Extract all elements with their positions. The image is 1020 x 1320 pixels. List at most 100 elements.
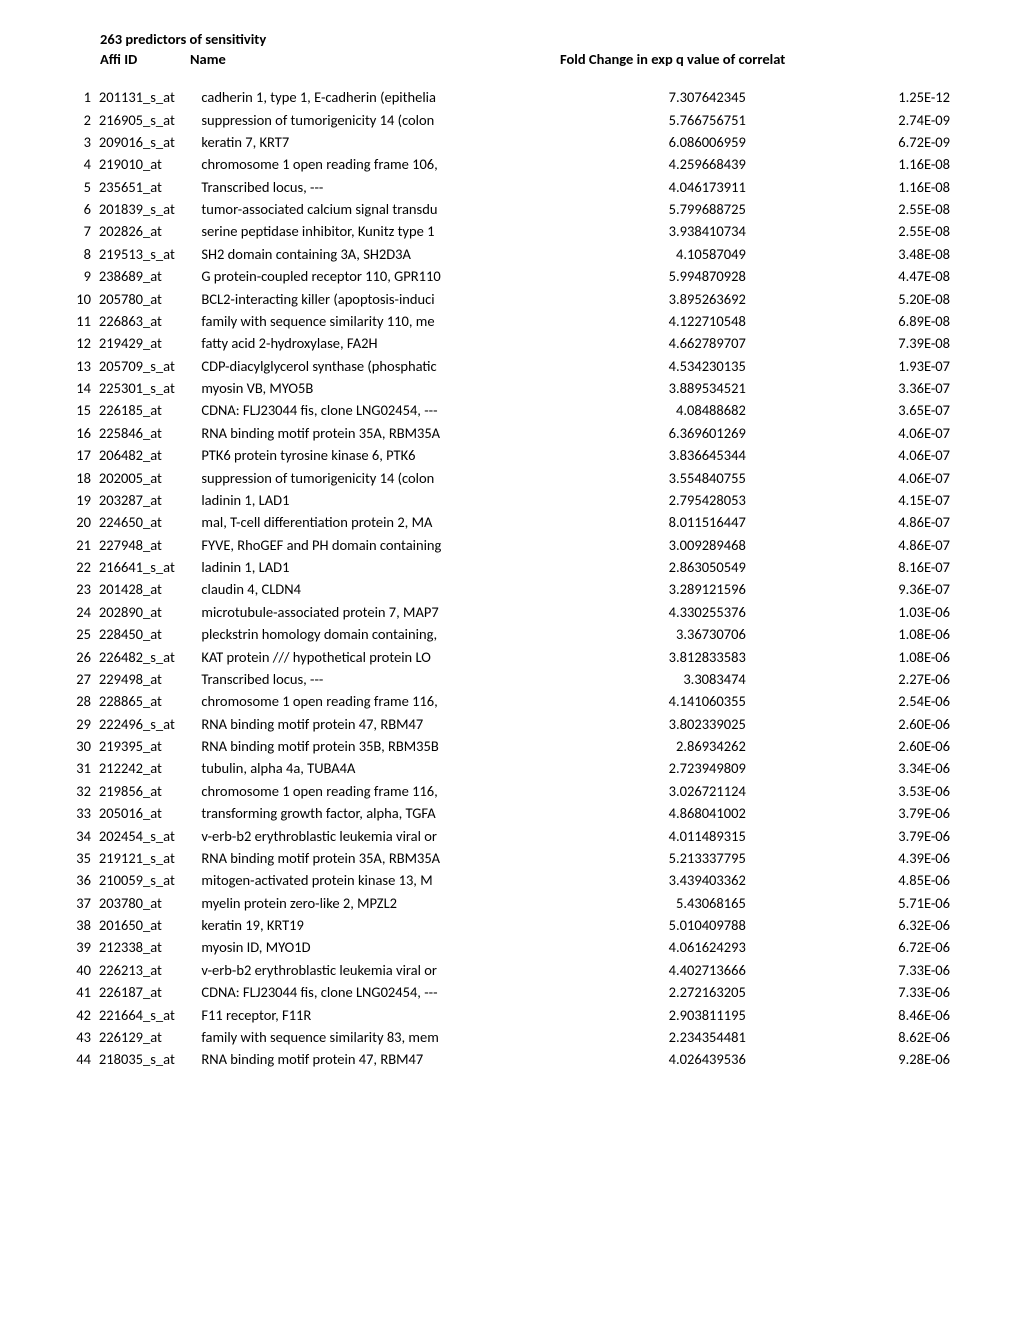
gene-name: transforming growth factor, alpha, TGFA: [201, 802, 570, 824]
q-value: 5.20E-08: [806, 287, 980, 309]
row-index: 1: [60, 86, 99, 108]
q-value: 8.62E-06: [806, 1026, 980, 1048]
row-index: 16: [60, 422, 99, 444]
row-index: 13: [60, 355, 99, 377]
affi-id: 225846_at: [99, 422, 201, 444]
header-affi: Affi ID: [60, 50, 190, 68]
affi-id: 219395_at: [99, 735, 201, 757]
fold-change: 8.011516447: [570, 511, 806, 533]
fold-change: 5.213337795: [570, 847, 806, 869]
fold-change: 3.36730706: [570, 623, 806, 645]
q-value: 2.74E-09: [806, 108, 980, 130]
table-row: 10205780_atBCL2-interacting killer (apop…: [60, 287, 980, 309]
gene-name: CDNA: FLJ23044 fis, clone LNG02454, ---: [201, 981, 570, 1003]
affi-id: 205709_s_at: [99, 355, 201, 377]
table-row: 35219121_s_atRNA binding motif protein 3…: [60, 847, 980, 869]
fold-change: 3.802339025: [570, 713, 806, 735]
header-columns: Affi ID Name Fold Change in exp q value …: [60, 50, 980, 68]
row-index: 38: [60, 914, 99, 936]
table-row: 26226482_s_atKAT protein /// hypothetica…: [60, 645, 980, 667]
q-value: 2.27E-06: [806, 668, 980, 690]
row-index: 12: [60, 332, 99, 354]
q-value: 9.28E-06: [806, 1048, 980, 1070]
row-index: 3: [60, 131, 99, 153]
fold-change: 3.889534521: [570, 377, 806, 399]
table-row: 32219856_atchromosome 1 open reading fra…: [60, 780, 980, 802]
table-row: 8219513_s_atSH2 domain containing 3A, SH…: [60, 243, 980, 265]
gene-name: RNA binding motif protein 47, RBM47: [201, 713, 570, 735]
fold-change: 6.369601269: [570, 422, 806, 444]
q-value: 3.65E-07: [806, 399, 980, 421]
fold-change: 4.662789707: [570, 332, 806, 354]
affi-id: 219010_at: [99, 153, 201, 175]
header-fold: Fold Change in exp q value of correlat: [560, 50, 850, 68]
gene-name: claudin 4, CLDN4: [201, 578, 570, 600]
q-value: 1.25E-12: [806, 86, 980, 108]
row-index: 17: [60, 444, 99, 466]
header-title: 263 predictors of sensitivity: [60, 30, 980, 48]
row-index: 4: [60, 153, 99, 175]
gene-name: ladinin 1, LAD1: [201, 489, 570, 511]
affi-id: 225301_s_at: [99, 377, 201, 399]
fold-change: 3.938410734: [570, 220, 806, 242]
table-row: 19203287_atladinin 1, LAD12.7954280534.1…: [60, 489, 980, 511]
fold-change: 7.307642345: [570, 86, 806, 108]
row-index: 34: [60, 824, 99, 846]
fold-change: 2.795428053: [570, 489, 806, 511]
row-index: 18: [60, 466, 99, 488]
fold-change: 2.863050549: [570, 556, 806, 578]
table-row: 36210059_s_atmitogen-activated protein k…: [60, 869, 980, 891]
table-row: 44218035_s_atRNA binding motif protein 4…: [60, 1048, 980, 1070]
affi-id: 212242_at: [99, 757, 201, 779]
gene-name: RNA binding motif protein 35A, RBM35A: [201, 847, 570, 869]
gene-name: Transcribed locus, ---: [201, 176, 570, 198]
table-row: 16225846_atRNA binding motif protein 35A…: [60, 422, 980, 444]
q-value: 3.79E-06: [806, 802, 980, 824]
row-index: 29: [60, 713, 99, 735]
row-index: 35: [60, 847, 99, 869]
table-row: 13205709_s_atCDP-diacylglycerol synthase…: [60, 355, 980, 377]
fold-change: 4.402713666: [570, 959, 806, 981]
table-row: 43226129_atfamily with sequence similari…: [60, 1026, 980, 1048]
header-name: Name: [190, 50, 560, 68]
affi-id: 235651_at: [99, 176, 201, 198]
gene-name: SH2 domain containing 3A, SH2D3A: [201, 243, 570, 265]
q-value: 4.15E-07: [806, 489, 980, 511]
q-value: 6.32E-06: [806, 914, 980, 936]
table-row: 25228450_atpleckstrin homology domain co…: [60, 623, 980, 645]
fold-change: 6.086006959: [570, 131, 806, 153]
affi-id: 216905_s_at: [99, 108, 201, 130]
q-value: 4.06E-07: [806, 444, 980, 466]
table-row: 12219429_atfatty acid 2-hydroxylase, FA2…: [60, 332, 980, 354]
affi-id: 201650_at: [99, 914, 201, 936]
q-value: 2.55E-08: [806, 220, 980, 242]
gene-name: RNA binding motif protein 35A, RBM35A: [201, 422, 570, 444]
gene-name: v-erb-b2 erythroblastic leukemia viral o…: [201, 959, 570, 981]
table-row: 2216905_s_atsuppression of tumorigenicit…: [60, 108, 980, 130]
row-index: 41: [60, 981, 99, 1003]
fold-change: 3.812833583: [570, 645, 806, 667]
q-value: 2.55E-08: [806, 198, 980, 220]
gene-name: myelin protein zero-like 2, MPZL2: [201, 892, 570, 914]
affi-id: 226482_s_at: [99, 645, 201, 667]
row-index: 32: [60, 780, 99, 802]
q-value: 2.60E-06: [806, 735, 980, 757]
table-row: 11226863_atfamily with sequence similari…: [60, 310, 980, 332]
row-index: 42: [60, 1003, 99, 1025]
row-index: 5: [60, 176, 99, 198]
table-row: 23201428_atclaudin 4, CLDN43.2891215969.…: [60, 578, 980, 600]
table-row: 9238689_atG protein-coupled receptor 110…: [60, 265, 980, 287]
gene-name: Transcribed locus, ---: [201, 668, 570, 690]
table-row: 6201839_s_attumor-associated calcium sig…: [60, 198, 980, 220]
fold-change: 5.43068165: [570, 892, 806, 914]
row-index: 26: [60, 645, 99, 667]
table-row: 24202890_atmicrotubule-associated protei…: [60, 601, 980, 623]
q-value: 2.54E-06: [806, 690, 980, 712]
affi-id: 205016_at: [99, 802, 201, 824]
table-row: 27229498_atTranscribed locus, ---3.30834…: [60, 668, 980, 690]
q-value: 1.08E-06: [806, 623, 980, 645]
affi-id: 228450_at: [99, 623, 201, 645]
table-row: 21227948_atFYVE, RhoGEF and PH domain co…: [60, 534, 980, 556]
affi-id: 202005_at: [99, 466, 201, 488]
table-row: 37203780_atmyelin protein zero-like 2, M…: [60, 892, 980, 914]
